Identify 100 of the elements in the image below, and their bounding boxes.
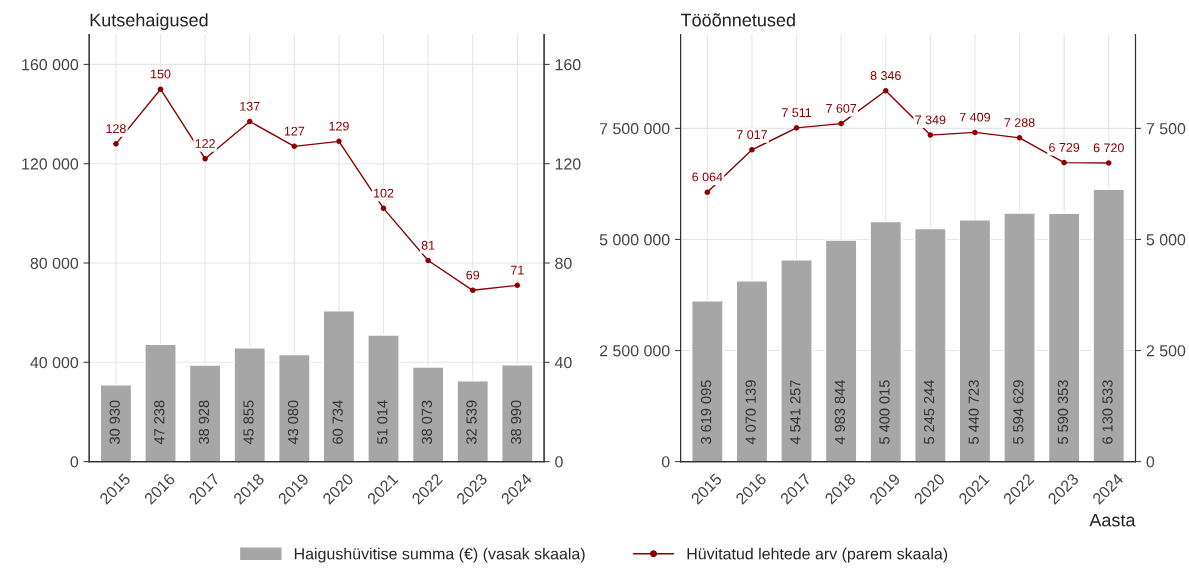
- y-tick-label: 80 000: [30, 257, 79, 269]
- bar: [1047, 212, 1081, 462]
- data-label: 81: [421, 240, 435, 250]
- point: [927, 132, 934, 138]
- data-label: 38 073: [421, 400, 433, 444]
- point: [469, 287, 476, 294]
- data-label: 150: [151, 69, 171, 79]
- point: [1105, 160, 1112, 166]
- data-label: 5 245 244: [923, 380, 935, 444]
- bar: [735, 280, 769, 462]
- data-label: 4 070 139: [745, 380, 756, 445]
- point: [704, 189, 711, 195]
- data-label: 4 541 257: [790, 380, 801, 445]
- point: [793, 125, 800, 131]
- data-label: 7 607: [826, 103, 857, 113]
- y2-tick-label: 80: [555, 257, 572, 269]
- point: [202, 155, 208, 162]
- bar: [780, 259, 813, 462]
- y2-tick-label: 7 500: [1146, 123, 1186, 135]
- data-label: 6 720: [1093, 143, 1124, 153]
- point: [157, 86, 164, 93]
- point: [882, 88, 889, 94]
- data-label: 129: [329, 121, 349, 131]
- data-label: 60 734: [332, 400, 343, 444]
- y2-tick-label: 0: [555, 456, 563, 468]
- bar: [322, 310, 356, 462]
- bar: [691, 300, 724, 462]
- bar: [233, 347, 267, 462]
- data-label: 5 400 015: [879, 380, 890, 444]
- chart-title: Kutsehaigused: [90, 13, 208, 31]
- data-label: 4 983 844: [834, 380, 846, 445]
- data-label: 7 349: [915, 115, 946, 125]
- bar: [99, 384, 133, 462]
- data-label: 38 928: [198, 400, 210, 444]
- point: [246, 118, 253, 125]
- data-label: 8 346: [870, 71, 901, 80]
- point: [336, 138, 342, 145]
- y-tick-label: 160 000: [22, 59, 79, 71]
- data-label: 69: [466, 270, 480, 280]
- data-label: 30 930: [109, 400, 120, 444]
- data-label: 43 080: [287, 400, 299, 445]
- point: [972, 129, 978, 136]
- y2-tick-label: 5 000: [1146, 234, 1186, 246]
- y-tick-label: 5 000 000: [599, 234, 670, 246]
- legend-label: Haigushüvitise summa (€) (vasak skaala): [294, 547, 585, 563]
- bar: [367, 334, 400, 462]
- point: [1016, 135, 1023, 141]
- y2-tick-label: 2 500: [1146, 345, 1186, 357]
- data-label: 32 539: [466, 400, 477, 444]
- data-label: 5 440 723: [968, 380, 979, 444]
- y-tick-label: 7 500 000: [599, 123, 670, 135]
- bar: [144, 343, 177, 462]
- point: [514, 282, 521, 289]
- bar: [824, 239, 858, 462]
- bar: [1092, 188, 1126, 462]
- point: [380, 205, 387, 212]
- bar: [958, 219, 992, 462]
- data-label: 7 288: [1004, 118, 1035, 127]
- point: [838, 120, 844, 127]
- point: [1061, 159, 1067, 166]
- data-label: 6 729: [1049, 142, 1080, 152]
- data-label: 5 594 629: [1013, 380, 1024, 444]
- data-label: 127: [284, 126, 305, 136]
- y-tick-label: 0: [661, 456, 670, 468]
- y-tick-label: 0: [70, 456, 79, 468]
- data-label: 45 855: [243, 400, 254, 445]
- data-label: 3 619 095: [700, 380, 712, 444]
- y-tick-label: 120 000: [22, 158, 79, 170]
- bar: [188, 364, 222, 462]
- data-label: 47 238: [154, 400, 165, 445]
- bar: [869, 220, 903, 462]
- data-label: 38 990: [510, 400, 522, 444]
- point: [113, 141, 119, 147]
- data-label: 7 511: [782, 108, 812, 118]
- data-label: 6 064: [692, 172, 723, 182]
- x-axis-title: Aasta: [1089, 513, 1136, 527]
- bar: [278, 353, 311, 462]
- point: [749, 147, 755, 153]
- data-label: 71: [511, 265, 524, 275]
- data-label: 128: [106, 124, 126, 134]
- data-label: 122: [195, 139, 215, 148]
- data-label: 7 017: [736, 130, 767, 140]
- data-label: 51 014: [377, 400, 388, 444]
- data-label: 6 130 533: [1102, 380, 1113, 444]
- y2-tick-label: 120: [555, 158, 581, 170]
- chart-title: Tööõnnetused: [680, 13, 795, 27]
- bar: [1003, 212, 1036, 462]
- data-label: 5 590 353: [1057, 380, 1069, 444]
- bar: [914, 227, 947, 462]
- bar: [501, 364, 534, 462]
- y2-tick-label: 0: [1146, 456, 1155, 468]
- data-label: 102: [374, 188, 394, 198]
- y-tick-label: 40 000: [30, 356, 79, 369]
- point: [291, 143, 298, 150]
- bar: [456, 380, 490, 462]
- y2-tick-label: 40: [554, 356, 572, 369]
- y-tick-label: 2 500 000: [599, 345, 670, 357]
- data-label: 137: [240, 101, 260, 111]
- bar: [411, 366, 445, 462]
- point: [425, 257, 431, 264]
